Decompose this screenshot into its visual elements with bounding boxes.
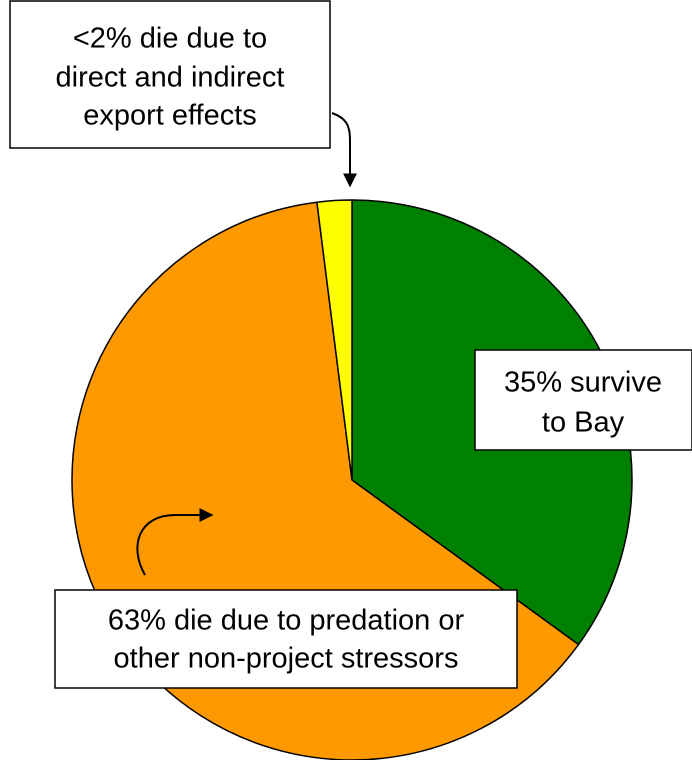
arrow: [136, 508, 214, 576]
slice-label: direct and indirect: [56, 62, 285, 94]
arrow: [331, 112, 357, 188]
slice-label: 35% survive: [504, 367, 662, 399]
pie-slice: [316, 199, 353, 481]
slice-label: export effects: [83, 100, 257, 132]
slice-label: other non-project stressors: [114, 643, 459, 675]
label-box: [9, 0, 331, 149]
slice-label: 63% die due to predation or: [108, 605, 465, 637]
slice-label: to Bay: [542, 407, 625, 439]
label-box: [474, 349, 692, 451]
label-box: [54, 589, 518, 689]
slice-label: <2% die due to: [73, 23, 267, 55]
